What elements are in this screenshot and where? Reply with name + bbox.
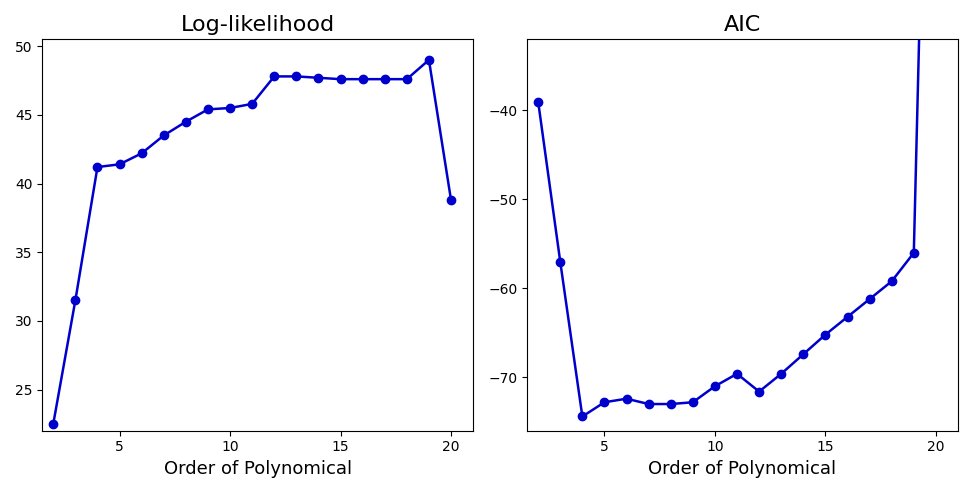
X-axis label: Order of Polynomical: Order of Polynomical bbox=[648, 460, 837, 478]
Title: Log-likelihood: Log-likelihood bbox=[181, 15, 335, 35]
X-axis label: Order of Polynomical: Order of Polynomical bbox=[163, 460, 351, 478]
Title: AIC: AIC bbox=[724, 15, 761, 35]
